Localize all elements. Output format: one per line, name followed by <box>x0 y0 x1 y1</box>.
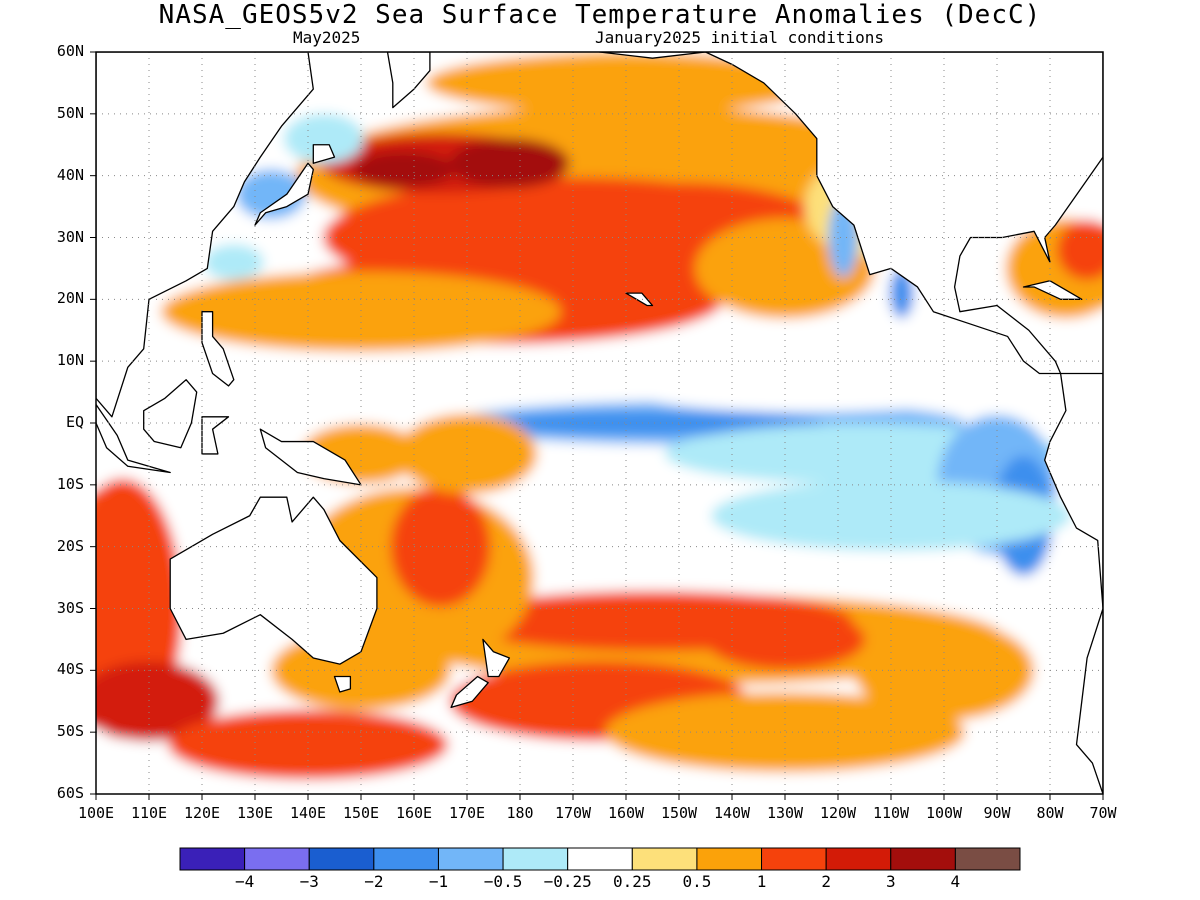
colorbar-label: 0.5 <box>682 872 712 891</box>
land-tasmania <box>333 675 352 693</box>
lat-label: 60S <box>56 784 84 802</box>
lat-label: 50N <box>56 103 84 122</box>
colorbar-label: 2 <box>821 872 831 891</box>
axis-ticks <box>90 51 1104 800</box>
land-asia <box>96 52 314 418</box>
anomaly-region <box>235 169 306 220</box>
anomaly-region <box>203 244 264 281</box>
anomaly-region <box>605 692 965 773</box>
colorbar-swatch <box>437 847 504 871</box>
lat-label: EQ <box>65 413 84 431</box>
lat-label: 40N <box>56 165 84 184</box>
anomaly-region <box>631 372 992 413</box>
lon-label: 100E <box>77 804 115 822</box>
colorbar-label: −4 <box>234 872 255 891</box>
colorbar-swatch <box>890 847 956 871</box>
land-hawaii <box>625 292 654 307</box>
colorbar-swatch <box>761 847 827 871</box>
lon-label: 80W <box>1036 804 1064 822</box>
forecast-month: May2025 <box>293 28 361 47</box>
colorbar-swatch <box>179 847 246 871</box>
lon-label: 150E <box>342 804 380 822</box>
colorbar-swatch <box>954 847 1021 871</box>
lon-label: 100W <box>925 804 963 822</box>
lat-label: 30S <box>56 598 84 617</box>
anomaly-region <box>353 151 454 188</box>
land-nz-north <box>482 638 511 678</box>
lat-label: 20N <box>56 289 84 308</box>
lon-label: 110W <box>872 804 910 822</box>
land-masses <box>96 52 1103 794</box>
land-philippines <box>201 311 235 387</box>
anomaly-region <box>1057 219 1103 280</box>
colorbar-swatch <box>696 847 763 871</box>
land-sulawesi <box>201 416 230 455</box>
land-north-america <box>598 52 1103 375</box>
land-sumatra-java <box>96 403 171 474</box>
lon-label: 70W <box>1089 804 1117 822</box>
colorbar-label: 1 <box>756 872 767 891</box>
lon-label: 150W <box>660 804 698 822</box>
land-nz-south <box>450 675 489 709</box>
anomaly-region <box>397 413 537 494</box>
colorbar-swatch <box>308 847 375 871</box>
colorbar-label: −3 <box>299 872 319 891</box>
land-south-america <box>1044 372 1103 794</box>
colorbar-swatch <box>373 847 439 871</box>
lat-label: 10N <box>56 351 84 370</box>
anomaly-region <box>283 113 364 164</box>
anomaly-region <box>168 709 448 780</box>
colorbar-swatch <box>631 847 698 871</box>
anomaly-region <box>711 480 1071 551</box>
colorbar-swatch <box>825 847 892 871</box>
map-title: NASA_GEOS5v2 Sea Surface Temperature Ano… <box>158 0 1042 30</box>
lon-label: 120W <box>819 804 857 822</box>
anomaly-region <box>449 138 570 189</box>
lat-label: 20S <box>56 536 84 555</box>
land-cuba <box>1022 280 1083 300</box>
colorbar-label: 0.25 <box>613 872 652 891</box>
anomaly-region <box>390 486 491 607</box>
anomaly-region <box>482 411 823 435</box>
lon-label: 120E <box>183 804 221 822</box>
lon-label: 170E <box>448 804 486 822</box>
anomaly-region <box>96 661 219 742</box>
lon-label: 140E <box>289 804 327 822</box>
land-borneo <box>143 379 198 449</box>
colorbar-label: −0.25 <box>543 872 592 891</box>
land-hokkaido <box>312 144 336 164</box>
colorbar-swatch <box>502 847 569 871</box>
anomaly-region <box>705 609 865 670</box>
lon-label: 110E <box>130 804 168 822</box>
colorbar-label: −1 <box>428 872 449 891</box>
lon-label: 130E <box>236 804 274 822</box>
lat-label: 40S <box>56 660 84 679</box>
lon-label: 130W <box>766 804 804 822</box>
lat-label: 10S <box>56 474 84 493</box>
land-japan <box>254 162 314 226</box>
lon-label: 160E <box>395 804 433 822</box>
lat-label: 50S <box>56 722 84 741</box>
colorbar-swatch <box>244 847 310 871</box>
lon-label: 140W <box>713 804 751 822</box>
grid-lines <box>96 52 1103 794</box>
colorbar-label: 3 <box>885 872 896 891</box>
lon-label: 170W <box>554 804 592 822</box>
colorbar-label: 4 <box>950 872 961 891</box>
land-australia <box>169 496 378 665</box>
lat-label: 30N <box>56 227 84 246</box>
colorbar-swatch <box>567 847 633 871</box>
lat-label: 60N <box>56 42 84 60</box>
lon-label: 90W <box>983 804 1011 822</box>
colorbar-label: −2 <box>364 872 384 891</box>
initial-conditions: January2025 initial conditions <box>595 28 884 47</box>
lon-label: 160W <box>607 804 645 822</box>
colorbar-label: −0.5 <box>483 872 523 891</box>
anomaly-region <box>161 271 561 352</box>
land-kamchatka <box>386 52 431 109</box>
colorbar <box>179 847 1021 871</box>
lon-label: 180 <box>506 804 534 822</box>
